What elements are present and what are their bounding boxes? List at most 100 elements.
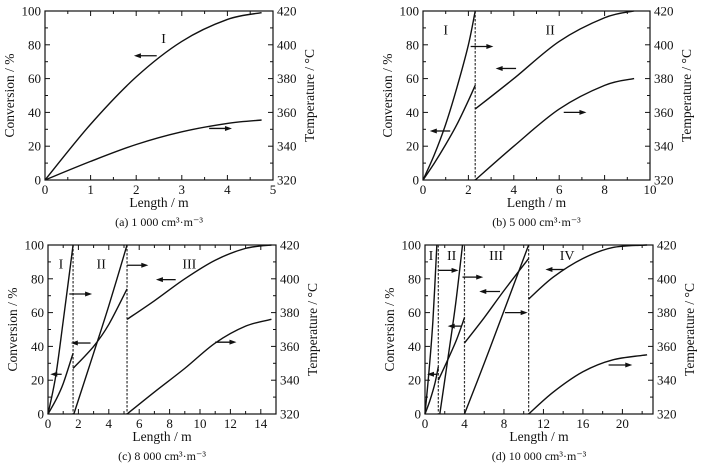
- x-tick-label: 8: [166, 416, 173, 431]
- arrow-left-icon: [479, 288, 501, 294]
- x-tick-label: 0: [42, 182, 49, 197]
- y-left-tick-label: 40: [31, 339, 44, 354]
- conversion-curve: [72, 288, 128, 369]
- y-right-axis-label: Temperature / °C: [302, 49, 317, 142]
- y-left-tick-label: 0: [38, 407, 45, 422]
- arrow-right-icon: [608, 362, 633, 368]
- y-right-tick-label: 360: [654, 105, 674, 120]
- x-tick-label: 10: [644, 182, 657, 197]
- arrow-head: [429, 128, 437, 134]
- x-tick-label: 1: [87, 182, 94, 197]
- temperature-curve: [424, 244, 438, 415]
- arrow-head: [141, 262, 149, 268]
- y-left-tick-label: 80: [31, 271, 44, 286]
- x-tick-label: 6: [556, 182, 563, 197]
- x-tick-label: 0: [420, 182, 427, 197]
- x-tick-label: 0: [422, 416, 429, 431]
- x-tick-label: 8: [601, 182, 608, 197]
- arrow-left-icon: [70, 340, 91, 346]
- arrow-right-icon: [69, 291, 93, 297]
- arrow-head: [50, 371, 58, 377]
- arrow-left-icon: [50, 371, 62, 377]
- temperature-curve: [422, 10, 476, 181]
- arrow-head: [495, 65, 503, 71]
- arrow-right-icon: [470, 43, 494, 49]
- stage-label: I: [443, 24, 448, 39]
- x-tick-label: 16: [576, 416, 590, 431]
- y-right-tick-label: 340: [657, 373, 677, 388]
- conversion-curve: [424, 366, 440, 415]
- y-right-tick-label: 320: [277, 173, 297, 188]
- plot-frame: [422, 10, 651, 181]
- temperature-curve: [528, 354, 648, 415]
- temperature-curve: [474, 77, 635, 181]
- stage-label: II: [447, 249, 457, 264]
- y-left-tick-label: 20: [406, 139, 419, 154]
- x-tick-label: 5: [270, 182, 277, 197]
- y-right-tick-label: 400: [280, 271, 300, 286]
- stage-label: II: [545, 24, 555, 39]
- conversion-curve: [126, 244, 272, 320]
- y-left-tick-label: 0: [415, 407, 422, 422]
- y-left-tick-label: 20: [31, 373, 44, 388]
- arrow-left-icon: [133, 53, 157, 59]
- temperature-curve: [126, 318, 272, 415]
- y-right-tick-label: 360: [280, 339, 300, 354]
- conversion-curve: [528, 244, 648, 300]
- y-right-axis-label: Temperature / °C: [305, 283, 320, 376]
- arrow-head: [229, 339, 237, 345]
- panel-caption: (a) 1 000 cm³·m⁻³: [115, 215, 203, 229]
- arrow-head: [520, 310, 528, 316]
- arrow-head: [476, 274, 484, 280]
- y-left-tick-label: 60: [408, 305, 421, 320]
- y-left-tick-label: 40: [406, 105, 419, 120]
- y-right-tick-label: 420: [657, 238, 677, 253]
- y-left-tick-label: 20: [408, 373, 421, 388]
- panel-caption: (c) 8 000 cm³·m⁻³: [118, 449, 206, 463]
- arrow-right-icon: [563, 109, 587, 115]
- x-tick-label: 2: [75, 416, 82, 431]
- arrow-right-icon: [127, 262, 149, 268]
- y-right-tick-label: 320: [654, 173, 674, 188]
- arrow-left-icon: [155, 277, 176, 283]
- temperature-curve: [44, 119, 262, 181]
- panel-a: 0 1 2 3 4 5 0 20 40 60 80 100 320 340 360 380 400 420 Conv…: [2, 4, 317, 230]
- arrow-head: [451, 267, 459, 273]
- x-tick-label: 8: [501, 416, 508, 431]
- conversion-curve: [474, 10, 635, 110]
- arrow-head: [447, 323, 455, 329]
- y-left-axis-label: Conversion / %: [380, 54, 395, 138]
- conversion-curve: [47, 352, 74, 415]
- x-tick-label: 6: [136, 416, 143, 431]
- arrow-head: [85, 291, 93, 297]
- arrow-head: [625, 362, 633, 368]
- conversion-curve: [44, 12, 262, 181]
- y-right-tick-label: 400: [654, 37, 674, 52]
- y-left-axis-label: Conversion / %: [5, 288, 20, 372]
- y-right-tick-label: 400: [277, 37, 297, 52]
- stage-label: I: [59, 258, 64, 273]
- x-tick-label: 4: [106, 416, 113, 431]
- arrow-right-icon: [504, 310, 528, 316]
- stage-label: I: [429, 249, 434, 264]
- x-tick-label: 3: [179, 182, 186, 197]
- stage-label: IV: [560, 249, 575, 264]
- arrow-head: [70, 340, 78, 346]
- y-left-tick-label: 60: [406, 71, 419, 86]
- x-tick-label: 20: [616, 416, 629, 431]
- x-tick-label: 2: [133, 182, 140, 197]
- y-left-tick-label: 40: [408, 339, 421, 354]
- y-left-axis-label: Conversion / %: [2, 54, 17, 138]
- conversion-curve: [422, 85, 476, 181]
- plot-frame: [44, 10, 274, 181]
- y-right-tick-label: 380: [654, 71, 674, 86]
- arrow-left-icon: [426, 371, 437, 377]
- y-right-tick-label: 340: [280, 373, 300, 388]
- x-tick-label: 12: [224, 416, 237, 431]
- temperature-curve: [439, 244, 464, 415]
- stage-label: I: [161, 32, 166, 47]
- x-axis-label: Length / m: [509, 429, 569, 444]
- arrow-head: [155, 277, 163, 283]
- arrow-right-icon: [215, 339, 237, 345]
